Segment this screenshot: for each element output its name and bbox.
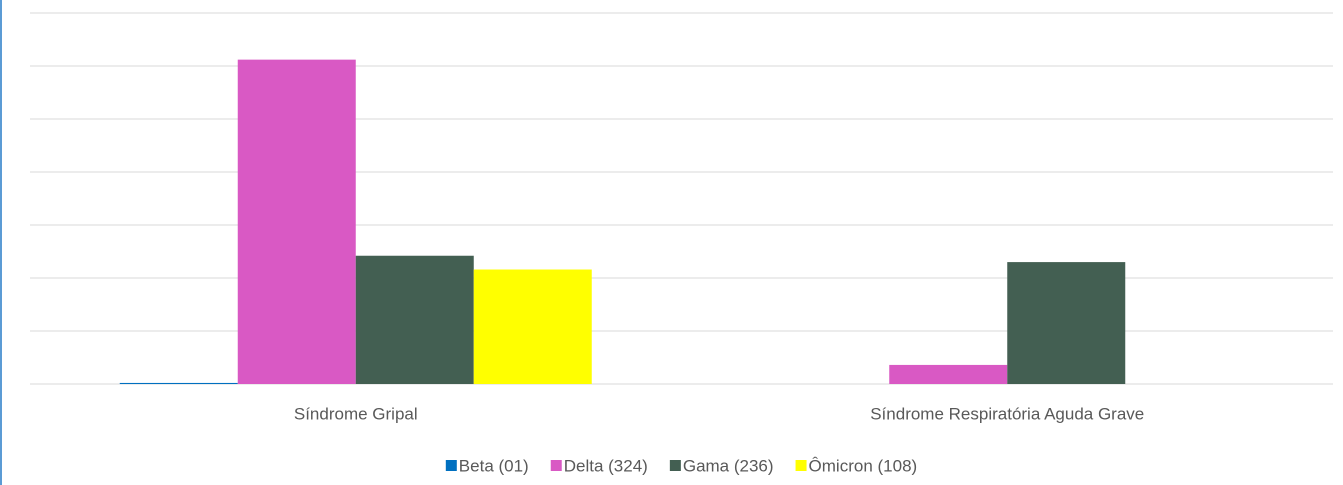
bar — [237, 59, 356, 384]
legend-swatch — [550, 460, 562, 471]
bar — [473, 269, 592, 384]
bar — [355, 255, 474, 384]
legend-label: Delta (324) — [564, 456, 648, 475]
x-tick-label: Síndrome Respiratória Aguda Grave — [870, 404, 1144, 423]
bar — [889, 364, 1008, 384]
legend-label: Beta (01) — [459, 456, 529, 475]
bar — [119, 382, 238, 384]
legend-label: Gama (236) — [683, 456, 774, 475]
frame-edge — [0, 0, 2, 485]
legend-swatch — [669, 460, 681, 471]
legend-swatch — [445, 460, 457, 471]
legend-label: Ômicron (108) — [809, 456, 918, 475]
x-tick-label: Síndrome Gripal — [294, 404, 418, 423]
bar — [1007, 262, 1126, 384]
legend-swatch — [795, 460, 807, 471]
